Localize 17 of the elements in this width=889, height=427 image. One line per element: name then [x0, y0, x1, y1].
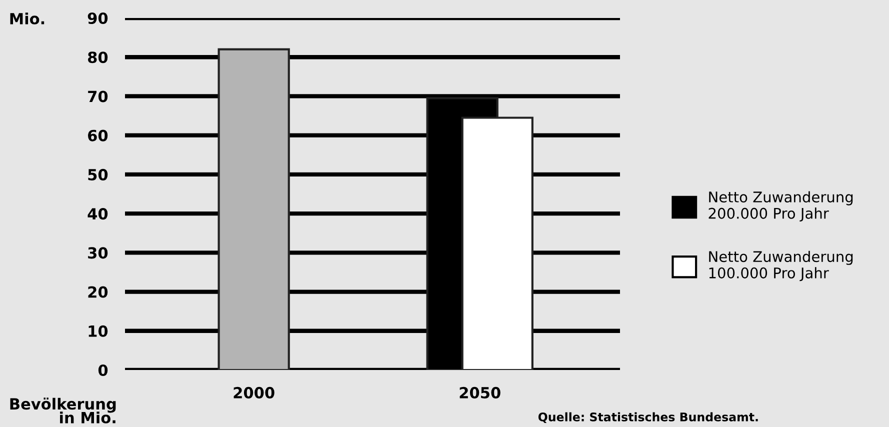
- y-tick-label: 60: [88, 130, 108, 142]
- y-tick-label: 90: [88, 12, 108, 24]
- y-tick-label: 10: [88, 325, 108, 337]
- y-tick-label: 40: [88, 208, 108, 220]
- y-tick-label: 0: [98, 364, 108, 376]
- y-tick-label: 30: [88, 247, 108, 259]
- x-tick-label: 2000: [234, 386, 274, 398]
- y-axis-title: Mio.: [10, 12, 44, 24]
- legend-label: Netto Zuwanderung 200.000 Pro Jahr: [708, 191, 853, 222]
- legend-label: Netto Zuwanderung 100.000 Pro Jahr: [709, 250, 853, 282]
- x-tick-label: 2050: [460, 386, 500, 398]
- source-note: Quelle: Statistisches Bundesamt.: [538, 412, 758, 423]
- y-tick-label: 80: [88, 52, 108, 64]
- text: Bevölkerung in Mio.: [10, 398, 116, 424]
- y-tick-label: 20: [88, 286, 108, 298]
- y-tick-label: 50: [88, 168, 108, 180]
- y-tick-label: 70: [88, 90, 108, 102]
